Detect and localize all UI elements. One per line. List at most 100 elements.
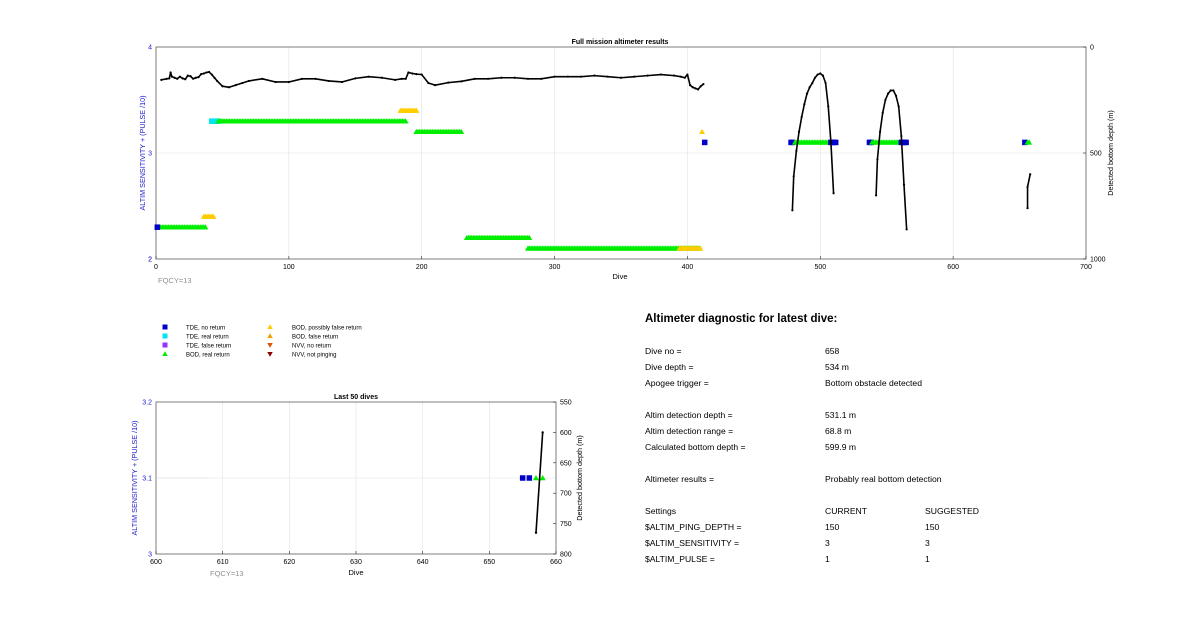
altimeter-marker xyxy=(1026,139,1033,145)
bottom-depth-point xyxy=(327,79,330,83)
detection-range-value: 68.8 m xyxy=(825,426,852,436)
bottom-depth-point xyxy=(208,70,211,74)
bottom-depth-line xyxy=(535,432,544,533)
legend-label: NVV, no return xyxy=(292,343,331,349)
results-label: Altimeter results = xyxy=(645,474,715,484)
y-tick-label: 3 xyxy=(148,552,152,559)
bottom-depth-point xyxy=(411,72,414,75)
bottom-depth-point xyxy=(633,75,636,78)
bottom-depth-point xyxy=(696,88,700,91)
setting-current: 150 xyxy=(825,522,840,532)
bottom-depth-point xyxy=(165,77,168,80)
bottom-depth-point xyxy=(170,75,174,78)
bottom-depth-point xyxy=(900,134,903,138)
bottom-depth-point xyxy=(811,81,814,85)
detection-range-row: Altim detection range = 68.8 m xyxy=(645,423,1065,439)
y2-tick-label: 500 xyxy=(1090,151,1102,158)
bottom-depth-point xyxy=(367,75,370,78)
bottom-depth-point xyxy=(619,76,623,79)
bottom-depth-point xyxy=(241,81,244,85)
bottom-depth-point xyxy=(340,80,344,84)
bottom-depth-point xyxy=(808,86,811,89)
bottom-depth-point xyxy=(646,74,649,77)
bottom-depth-point xyxy=(905,228,908,231)
bottom-depth-point xyxy=(1026,207,1029,210)
bottom-depth-point xyxy=(881,111,884,114)
legend-marker xyxy=(267,333,273,339)
bottom-depth-line xyxy=(161,71,704,91)
setting-row: $ALTIM_SENSITIVITY = 3 3 xyxy=(645,535,1065,551)
bottom-depth-point xyxy=(184,78,187,81)
bottom-depth-point xyxy=(513,76,516,79)
legend-label: BOD, real return xyxy=(186,352,230,358)
bottom-depth-point xyxy=(902,183,906,186)
bottom-depth-point xyxy=(460,80,463,83)
y2-tick-label: 700 xyxy=(560,491,572,498)
legend: TDE, no return TDE, real return TDE, false… xyxy=(162,324,362,358)
bottom-depth-point xyxy=(813,76,817,79)
bottom-depth-point xyxy=(407,71,410,74)
bottom-depth-point xyxy=(168,77,171,80)
bottom-depth-point xyxy=(679,75,682,78)
bottom-depth-point xyxy=(540,77,543,80)
bottom-depth-line xyxy=(875,89,908,230)
x-tick-label: 600 xyxy=(947,264,959,271)
x-tick-label: 640 xyxy=(417,559,429,566)
bottom-depth-point xyxy=(699,85,702,88)
setting-row: $ALTIM_PING_DEPTH = 150 150 xyxy=(645,519,1065,535)
altimeter-marker xyxy=(539,475,546,481)
legend-label: TDE, false return xyxy=(186,343,231,349)
bottom-depth-point xyxy=(606,75,609,78)
diagnostic-title: Altimeter diagnostic for latest dive: xyxy=(645,313,838,325)
legend-marker xyxy=(162,324,168,330)
bottom-depth-point xyxy=(160,78,163,81)
bottom-depth-point xyxy=(593,74,596,77)
bottom-depth-point xyxy=(659,73,662,76)
fqcy-annotation: FQCY=13 xyxy=(210,569,244,578)
dive-no-label: Dive no = xyxy=(645,346,682,356)
bottom-depth-point xyxy=(181,77,184,80)
x-tick-label: 650 xyxy=(483,559,495,566)
altimeter-marker xyxy=(519,475,526,481)
apogee-value: Bottom obstacle detected xyxy=(825,378,922,388)
bottom-depth-point xyxy=(874,194,878,197)
bottom-depth-point xyxy=(197,76,200,79)
bottom-depth-point xyxy=(500,76,503,79)
y-tick-label: 2 xyxy=(148,257,152,264)
y2-axis-label: Detected bottom depth (m) xyxy=(575,435,584,521)
bottom-depth-point xyxy=(261,77,264,80)
bottom-depth-point xyxy=(878,130,882,133)
bottom-depth-point xyxy=(404,77,407,80)
altimeter-marker xyxy=(402,118,409,124)
altimeter-marker xyxy=(699,128,706,135)
suggested-label: SUGGESTED xyxy=(925,506,979,516)
detection-range-label: Altim detection range = xyxy=(645,426,734,436)
legend-label: BOD, possibly false return xyxy=(292,325,362,331)
bottom-depth-point xyxy=(473,77,476,80)
current-label: CURRENT xyxy=(825,506,868,516)
altimeter-marker xyxy=(789,139,796,146)
bottom-depth-point xyxy=(580,75,583,78)
bottom-depth-point xyxy=(803,103,806,106)
y-tick-label: 4 xyxy=(148,45,152,52)
y-tick-label: 3 xyxy=(148,151,152,158)
bottom-depth-point xyxy=(487,77,490,80)
x-tick-label: 100 xyxy=(283,264,295,271)
y2-tick-label: 550 xyxy=(560,400,572,407)
bottom-depth-point xyxy=(420,73,423,76)
calc-bottom-value: 599.9 m xyxy=(825,442,857,452)
altimeter-marker xyxy=(154,224,161,230)
detection-depth-label: Altim detection depth = xyxy=(645,410,733,420)
fqcy-annotation: FQCY=13 xyxy=(158,276,192,285)
bottom-depth-point xyxy=(894,94,898,97)
x-tick-label: 630 xyxy=(350,559,362,566)
chart-title: Full mission altimeter results xyxy=(572,39,669,46)
bottom-depth-point xyxy=(213,76,216,79)
bottom-depth-point xyxy=(178,75,182,78)
bottom-depth-point xyxy=(274,80,277,84)
bottom-depth-point xyxy=(694,87,697,90)
bottom-depth-point xyxy=(688,84,692,87)
setting-name: $ALTIM_PING_DEPTH = xyxy=(645,522,742,532)
x-tick-label: 200 xyxy=(416,264,428,271)
detection-depth-row: Altim detection depth = 531.1 m xyxy=(645,407,1065,423)
